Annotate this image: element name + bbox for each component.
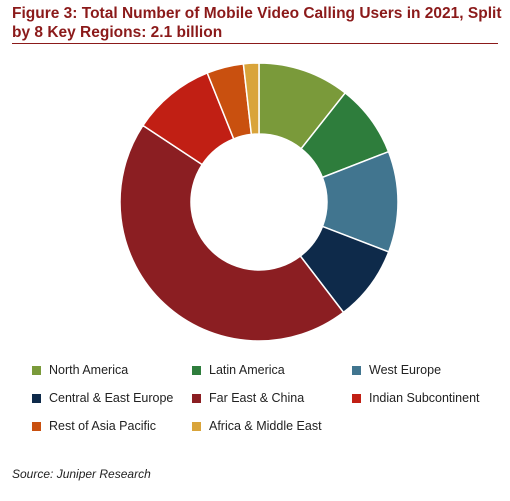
title-divider [12, 43, 498, 44]
legend-swatch [32, 365, 41, 375]
donut-slice-far-east-china [119, 124, 345, 342]
source-note: Source: Juniper Research [12, 467, 151, 481]
legend-swatch [352, 365, 361, 375]
donut-chart [119, 62, 399, 342]
legend-item-indian-subcontinent: Indian Subcontinent [352, 390, 502, 406]
legend-item-central-east-europe: Central & East Europe [32, 390, 192, 406]
legend-swatch [352, 393, 361, 403]
legend-label: North America [49, 363, 129, 377]
chart-title: Figure 3: Total Number of Mobile Video C… [12, 5, 502, 41]
legend-item-rest-of-asia-pacific: Rest of Asia Pacific [32, 418, 192, 434]
legend-label: Latin America [209, 363, 285, 377]
legend-swatch [32, 421, 41, 431]
legend-swatch [192, 365, 201, 375]
legend-item-latin-america: Latin America [192, 362, 352, 378]
legend-label: Central & East Europe [49, 391, 174, 405]
legend-swatch [192, 421, 201, 431]
legend-item-west-europe: West Europe [352, 362, 502, 378]
legend-label: Africa & Middle East [209, 419, 322, 433]
legend-label: Indian Subcontinent [369, 391, 480, 405]
legend-label: Rest of Asia Pacific [49, 419, 156, 433]
chart-legend: North America Latin America West Europe Cen… [32, 362, 502, 434]
legend-swatch [32, 393, 41, 403]
legend-label: Far East & China [209, 391, 305, 405]
legend-item-africa-middle-east: Africa & Middle East [192, 418, 352, 434]
legend-swatch [192, 393, 201, 403]
donut-slice-africa-middle-east [242, 62, 260, 136]
legend-item-north-america: North America [32, 362, 192, 378]
legend-item-far-east-china: Far East & China [192, 390, 352, 406]
legend-label: West Europe [369, 363, 442, 377]
